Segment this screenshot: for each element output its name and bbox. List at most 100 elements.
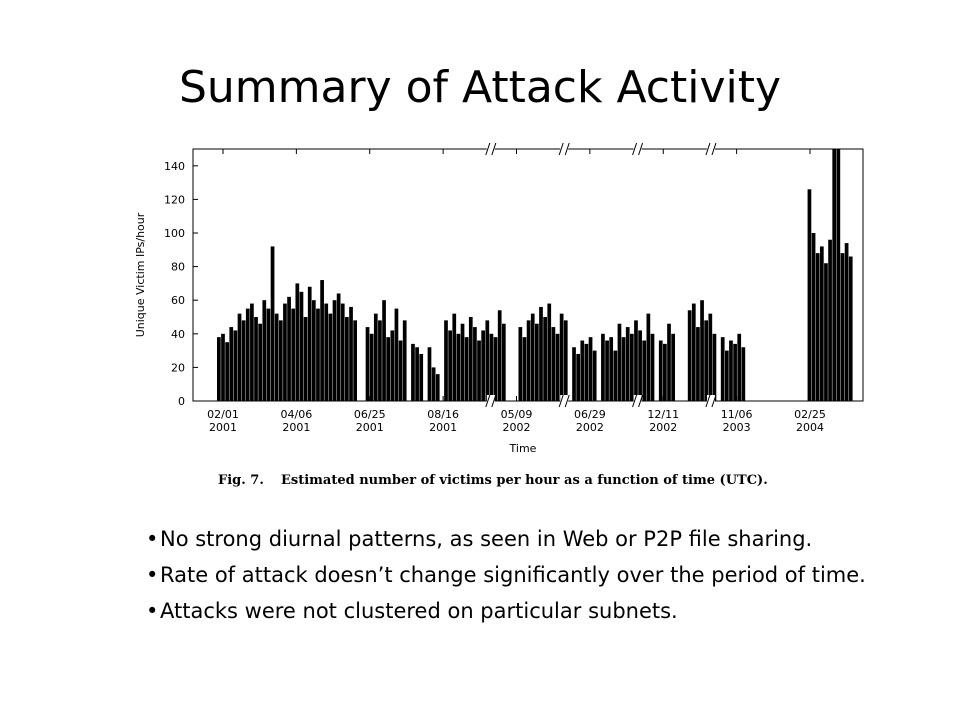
bar [819,246,824,401]
x-tick-label: 08/16 [427,408,459,421]
bar [378,320,382,401]
bar [431,367,436,401]
bar [708,313,713,401]
bar [720,337,725,401]
bar [382,300,386,401]
bar [233,330,238,401]
bar [650,333,655,401]
caption-label: Fig. 7. [218,473,264,488]
axis-break-mark [485,142,497,156]
bar [221,333,225,401]
axis-break-mark [558,142,570,156]
axis-break-mask [560,143,569,155]
bar [547,303,552,401]
bar [811,233,816,401]
bar [345,317,349,401]
x-tick-label: 12/11 [647,408,679,421]
caption-text: Estimated number of victims per hour as … [281,473,768,488]
bar [712,333,717,401]
bar [807,189,812,401]
x-tick-label: 2003 [723,421,751,434]
bar [481,330,486,401]
bar [530,313,535,401]
x-tick-label: 11/06 [721,408,753,421]
bar [402,320,407,401]
bar [295,283,300,401]
bullet-item: Attacks were not clustered on particular… [146,596,936,626]
bar [518,327,523,401]
bar [733,343,737,401]
bar [741,347,746,401]
bar [572,347,576,401]
bar [373,313,378,401]
bar [700,300,704,401]
bar [563,320,568,401]
bar [262,300,267,401]
axis-break-mark [632,394,644,408]
bar [592,350,597,401]
bar [658,340,663,401]
bar [270,246,275,401]
bar [316,308,320,401]
y-axis: 0 20 40 60 80 100 120 140 [164,160,198,408]
axis-break-mask [633,143,642,155]
bar [497,310,502,401]
bar [588,337,593,401]
bar [493,337,498,401]
bar [283,303,287,401]
bar [365,327,370,401]
bar [539,306,543,401]
bar [369,333,374,401]
x-axis-title: Time [509,442,537,455]
bar [245,308,250,401]
slide-title: Summary of Attack Activity [178,62,781,113]
bar [696,327,700,401]
x-tick-label: 2002 [576,421,604,434]
bar [634,320,638,401]
bar [415,347,419,401]
bar [258,323,263,401]
bullet-item: No strong diurnal patterns, as seen in W… [146,524,936,554]
bar [617,323,622,401]
bar [667,323,671,401]
bar [737,333,742,401]
bar [332,300,337,401]
bar [287,296,291,401]
bar [613,350,618,401]
bar [724,350,729,401]
axis-break-mark [632,142,644,156]
bar [311,300,316,401]
bar [444,320,448,401]
bar [638,330,642,401]
axis-break-mask [486,143,495,155]
y-tick-label: 40 [171,328,185,341]
axis-break-mark [705,142,717,156]
bar [254,317,258,401]
axis-break-mark [705,394,717,408]
bar [303,317,308,401]
bar [320,280,324,401]
axis-break-mask [486,395,495,407]
figure-container: 0 20 40 60 80 100 120 140 02/01 2001 04/06 2001 06/… [128,136,878,496]
bar [349,306,353,401]
x-tick-label: 2001 [282,421,310,434]
y-tick-label: 20 [171,361,185,374]
bar [386,337,391,401]
y-tick-label: 120 [164,193,185,206]
bar [340,303,345,401]
bar [840,253,845,401]
bar [501,323,506,401]
x-tick-label: 04/06 [281,408,313,421]
bar [625,327,630,401]
bar [477,340,481,401]
bar [844,243,849,401]
bar [307,286,312,401]
bar [485,320,490,401]
bar [704,320,709,401]
bar [605,340,609,401]
bar [729,340,733,401]
bar [642,340,647,401]
x-tick-label: 2001 [209,421,237,434]
axis-breaks [485,142,717,408]
bar [663,343,667,401]
